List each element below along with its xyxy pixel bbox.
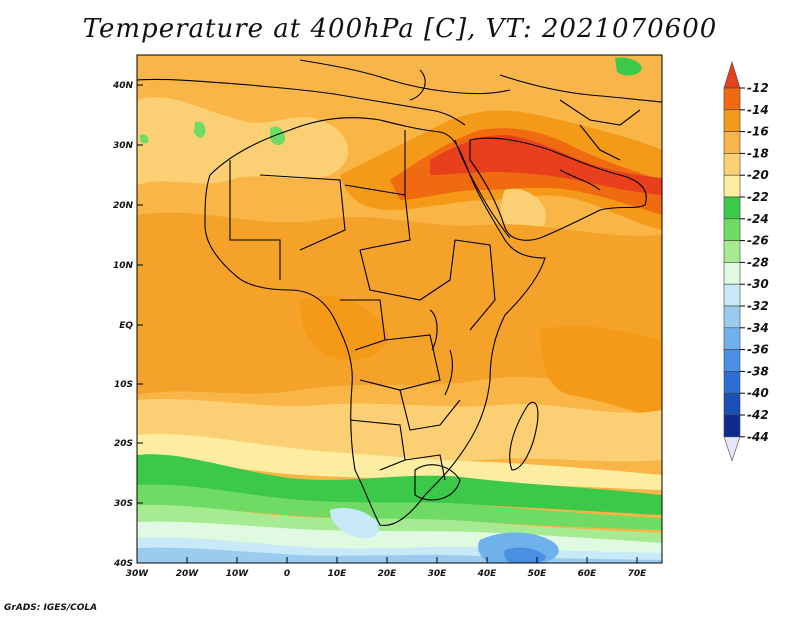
colorbar-swatch xyxy=(723,218,741,241)
lon-label: 60E xyxy=(578,569,598,579)
colorbar-label: -42 xyxy=(747,408,769,422)
colorbar-label: -36 xyxy=(747,343,769,357)
lon-axis: 30W 20W 10W 0 10E 20E 30E 40E 50E 60E 70… xyxy=(126,557,647,579)
colorbar-label: -30 xyxy=(747,277,769,291)
colorbar-swatch xyxy=(723,196,741,220)
credit-text: GrADS: IGES/COLA xyxy=(4,603,98,613)
colorbar-swatch xyxy=(723,262,741,285)
colorbar-swatch xyxy=(723,371,741,394)
lon-label: 30W xyxy=(126,569,150,579)
colorbar-label: -20 xyxy=(747,168,769,182)
colorbar-label: -12 xyxy=(747,81,769,95)
colorbar-label: -40 xyxy=(747,386,769,400)
colorbar-swatch xyxy=(723,109,741,132)
lat-label: 10N xyxy=(113,261,134,271)
coastlines xyxy=(137,59,662,526)
colorbar-swatch xyxy=(723,392,741,416)
lat-label: 20N xyxy=(113,201,134,211)
colorbar: -12 -14 -16 -18 -20 -22 -24 -26 -28 -30 -32 -34 -36 -… xyxy=(723,60,769,462)
lat-label: 10S xyxy=(114,380,133,390)
lat-label: 40N xyxy=(112,81,134,91)
lat-label: 30N xyxy=(113,141,134,151)
colorbar-label: -22 xyxy=(747,190,769,204)
colorbar-label: -16 xyxy=(747,125,769,139)
colorbar-swatch xyxy=(723,174,741,198)
lat-axis: 40N 30N 20N 10N EQ 10S 20S 30S 40S xyxy=(112,81,143,569)
colorbar-swatch xyxy=(723,414,741,438)
colorbar-label: -32 xyxy=(747,299,769,313)
colorbar-label: -34 xyxy=(747,321,769,335)
colorbar-label: -24 xyxy=(747,212,769,226)
colorbar-label: -14 xyxy=(747,103,769,117)
colorbar-swatch xyxy=(723,305,741,329)
lon-label: 20E xyxy=(378,569,398,579)
map-title: Temperature at 400hPa [C], VT: 202107060… xyxy=(82,14,718,44)
lon-label: 50E xyxy=(528,569,548,579)
colorbar-label: -28 xyxy=(747,255,769,269)
colorbar-swatch xyxy=(723,240,741,263)
lon-label: 40E xyxy=(477,569,498,579)
colorbar-swatch xyxy=(723,283,741,307)
colorbar-swatch xyxy=(723,153,741,176)
colorbar-label: -38 xyxy=(747,364,769,378)
lon-label: 20W xyxy=(176,569,200,579)
lon-label: 10E xyxy=(328,569,348,579)
colorbar-swatch xyxy=(723,349,741,372)
map-frame xyxy=(136,54,663,564)
colorbar-label: -18 xyxy=(747,146,769,160)
colorbar-swatch xyxy=(723,131,741,154)
lat-label: 30S xyxy=(114,499,133,509)
colorbar-label: -44 xyxy=(747,430,769,444)
colorbar-label: -26 xyxy=(747,234,769,248)
lon-label: 70E xyxy=(628,569,648,579)
colorbar-swatch xyxy=(723,87,741,111)
lon-label: 0 xyxy=(284,569,290,579)
lat-label: 40S xyxy=(113,559,133,569)
colorbar-swatch xyxy=(723,327,741,350)
colorbar-top-arrow xyxy=(723,60,741,89)
temperature-field xyxy=(137,55,662,563)
lat-label: 20S xyxy=(114,439,133,449)
colorbar-bottom-arrow xyxy=(723,436,741,462)
lon-label: 10W xyxy=(226,569,250,579)
lon-label: 30E xyxy=(428,569,448,579)
lat-label: EQ xyxy=(119,321,133,331)
